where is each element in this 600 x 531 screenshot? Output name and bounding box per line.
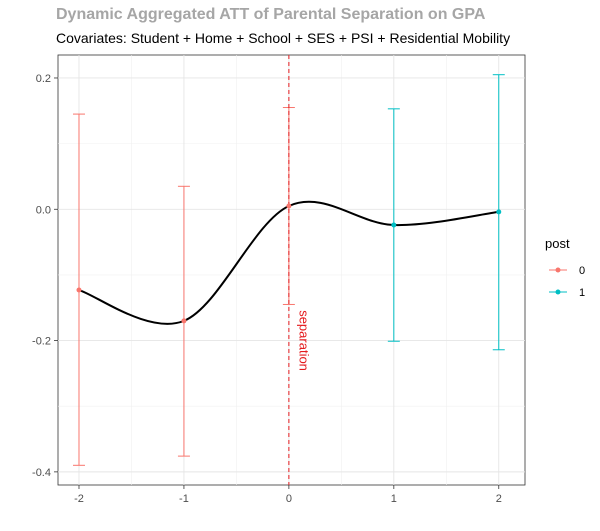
y-tick-label: 0.2 [36,73,51,85]
x-tick-label: 0 [286,493,292,505]
legend-label: 0 [579,265,585,277]
chart-title: Dynamic Aggregated ATT of Parental Separ… [56,6,486,23]
point-series-1 [391,222,397,228]
legend-key-point [555,267,561,273]
y-tick-label: 0.0 [36,204,51,216]
y-tick-label: -0.4 [32,467,51,479]
x-axis: -2 -1 0 1 2 [74,485,502,505]
annotations: separation [296,310,311,371]
point-series-0 [286,203,292,209]
legend-key-point [555,289,561,295]
y-tick-label: -0.2 [32,336,51,348]
y-axis: -0.4 -0.2 0.0 0.2 [32,73,58,479]
point-series-0 [76,287,82,293]
plot-panel [57,54,526,486]
x-tick-label: 2 [496,493,502,505]
chart-subtitle: Covariates: Student + Home + School + SE… [56,30,511,46]
x-tick-label: 1 [391,493,397,505]
x-tick-label: -2 [74,493,84,505]
separation-label: separation [296,310,311,371]
legend-label: 1 [579,287,585,299]
point-series-1 [496,209,502,215]
legend-title: post [545,236,570,251]
data-points [76,203,502,324]
legend: post 0 1 [545,236,585,299]
grid-minor [58,55,525,485]
x-tick-label: -1 [179,493,189,505]
point-series-0 [181,318,187,324]
